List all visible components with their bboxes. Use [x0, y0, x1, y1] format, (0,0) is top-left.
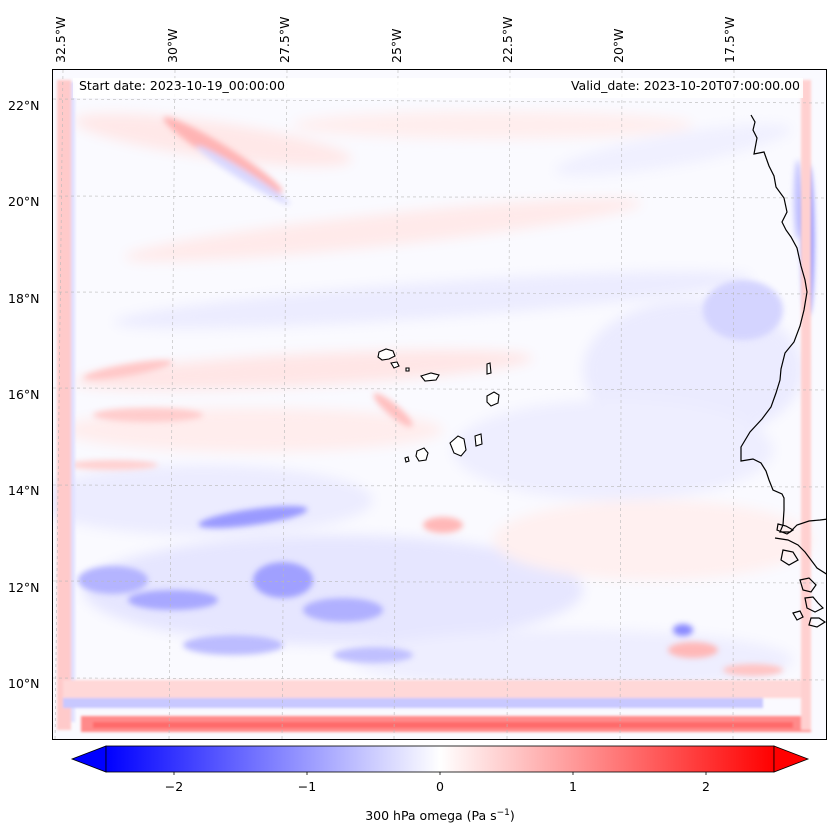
colorbar-tick-1: 1 [569, 779, 577, 794]
omega-field [53, 70, 826, 739]
colorbar-extend-max [773, 745, 810, 773]
colorbar-tick-neg2: −2 [164, 779, 184, 794]
valid-date-label: Valid_date: 2023-10-20T07:00:00.00 [570, 78, 800, 93]
island-boa-vista [486, 391, 500, 407]
lat-label-14n: 14°N [8, 483, 40, 498]
island-fogo [415, 447, 429, 462]
lon-label-32-5w: 32.5°W [53, 16, 68, 63]
field-boundary [57, 80, 811, 732]
lat-label-16n: 16°N [8, 387, 40, 402]
coastline-bijagos-4 [808, 617, 826, 628]
cape-verde-islands [377, 348, 500, 463]
colorbar-tick-2: 2 [702, 779, 710, 794]
africa-coastline [740, 114, 826, 628]
island-sao-nicolau [420, 372, 440, 382]
coastline-bijagos-3 [804, 596, 825, 613]
lon-label-17-5w: 17.5°W [722, 16, 737, 63]
header-band [73, 78, 803, 98]
colorbar-gradient [105, 745, 775, 773]
lat-label-20n: 20°N [8, 194, 40, 209]
lon-label-20w: 20°W [611, 28, 626, 63]
coastline-guinea-bissau [774, 537, 826, 575]
colorbar-extend-min [70, 745, 107, 773]
lat-label-12n: 12°N [8, 580, 40, 595]
lat-label-10n: 10°N [8, 676, 40, 691]
colorbar-tick-marks [173, 772, 707, 775]
graticule [53, 70, 826, 739]
island-maio [474, 433, 483, 447]
island-santiago [449, 435, 467, 457]
island-brava [404, 456, 410, 463]
colorbar-title: 300 hPa omega (Pa s−1) [365, 808, 515, 824]
lon-label-30w: 30°W [165, 28, 180, 63]
lon-label-27-5w: 27.5°W [277, 16, 292, 63]
lat-label-22n: 22°N [8, 98, 40, 113]
coastline-bijagos-2 [799, 577, 817, 593]
coastline-gambia [776, 523, 795, 535]
colorbar [70, 745, 810, 775]
lon-label-25w: 25°W [389, 28, 404, 63]
island-santa-luzia [405, 367, 410, 372]
start-date-label: Start date: 2023-10-19_00:00:00 [79, 78, 285, 93]
island-sal [486, 362, 492, 375]
colorbar-tick-neg1: −1 [297, 779, 317, 794]
island-sao-vicente [390, 361, 400, 369]
lon-label-22-5w: 22.5°W [500, 16, 515, 63]
map-panel [52, 69, 827, 740]
coastline-bijagos-1 [780, 549, 799, 566]
coastline-bijagos-5 [792, 610, 804, 621]
colorbar-tick-0: 0 [436, 779, 444, 794]
island-santo-antao [377, 348, 396, 361]
coastline-main [740, 114, 826, 533]
lat-label-18n: 18°N [8, 291, 40, 306]
